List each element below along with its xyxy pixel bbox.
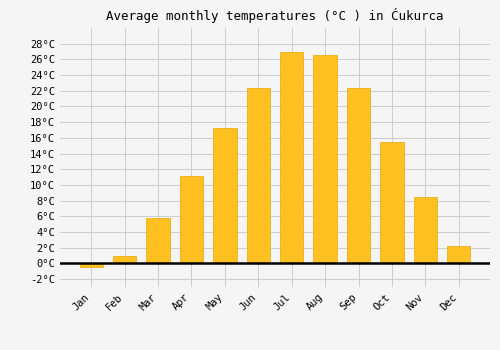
Bar — [447, 246, 470, 264]
Bar — [246, 89, 270, 264]
Bar — [80, 264, 103, 267]
Bar — [180, 176, 203, 264]
Bar — [347, 89, 370, 264]
Bar — [314, 55, 337, 264]
Bar — [213, 128, 236, 264]
Title: Average monthly temperatures (°C ) in Ćukurca: Average monthly temperatures (°C ) in Ću… — [106, 8, 444, 23]
Bar — [146, 218, 170, 264]
Bar — [280, 51, 303, 264]
Bar — [113, 256, 136, 264]
Bar — [414, 197, 437, 264]
Bar — [380, 142, 404, 264]
